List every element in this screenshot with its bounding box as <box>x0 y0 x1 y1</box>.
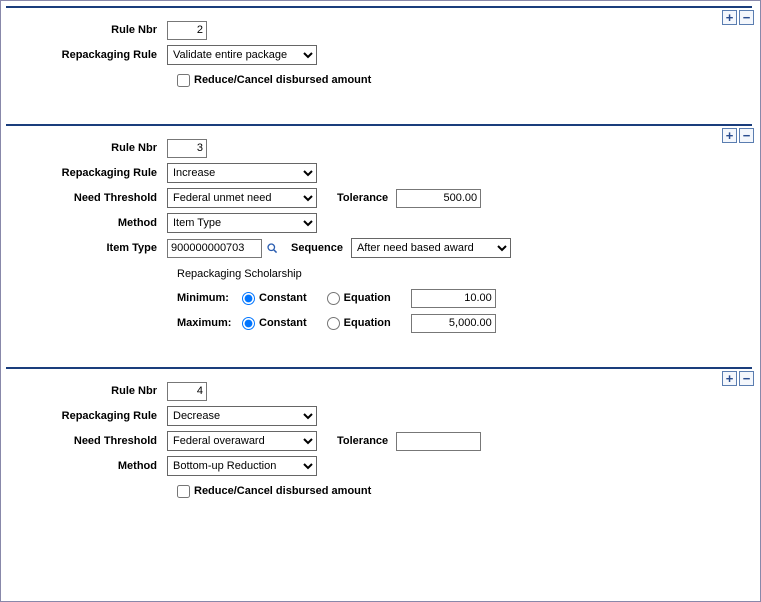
min-equation-radio-wrap[interactable]: Equation <box>327 292 391 305</box>
add-remove-group: + − <box>722 128 754 143</box>
tolerance-input[interactable] <box>396 432 481 451</box>
equation-label: Equation <box>344 292 391 304</box>
rule-block-4: + − Rule Nbr Repackaging Rule Decrease N… <box>6 367 752 525</box>
maximum-row: Maximum: Constant Equation <box>12 312 746 334</box>
maximum-label: Maximum: <box>177 317 242 329</box>
reduce-cancel-checkbox[interactable] <box>177 485 190 498</box>
max-constant-radio-wrap[interactable]: Constant <box>242 317 307 330</box>
minimum-value-input[interactable] <box>411 289 496 308</box>
lookup-icon[interactable] <box>265 241 279 255</box>
rule-block-3: + − Rule Nbr Repackaging Rule Increase N… <box>6 124 752 357</box>
sequence-label: Sequence <box>279 242 351 254</box>
method-select[interactable]: Item Type <box>167 213 317 233</box>
add-remove-group: + − <box>722 371 754 386</box>
reduce-cancel-checkbox[interactable] <box>177 74 190 87</box>
method-select[interactable]: Bottom-up Reduction <box>167 456 317 476</box>
repackaging-rule-select[interactable]: Increase <box>167 163 317 183</box>
need-threshold-select[interactable]: Federal unmet need <box>167 188 317 208</box>
add-row-button[interactable]: + <box>722 128 737 143</box>
max-equation-radio-wrap[interactable]: Equation <box>327 317 391 330</box>
max-constant-radio[interactable] <box>242 317 255 330</box>
add-remove-group: + − <box>722 10 754 25</box>
min-constant-radio[interactable] <box>242 292 255 305</box>
max-equation-radio[interactable] <box>327 317 340 330</box>
minimum-row: Minimum: Constant Equation <box>12 287 746 309</box>
rule-nbr-input[interactable] <box>167 382 207 401</box>
constant-label: Constant <box>259 292 307 304</box>
remove-row-button[interactable]: − <box>739 10 754 25</box>
rule-nbr-label: Rule Nbr <box>12 24 167 36</box>
minimum-label: Minimum: <box>177 292 242 304</box>
remove-row-button[interactable]: − <box>739 128 754 143</box>
repackaging-rule-label: Repackaging Rule <box>12 410 167 422</box>
tolerance-label: Tolerance <box>317 192 396 204</box>
sequence-select[interactable]: After need based award <box>351 238 511 258</box>
min-equation-radio[interactable] <box>327 292 340 305</box>
tolerance-label: Tolerance <box>317 435 396 447</box>
rule-block-2: + − Rule Nbr Repackaging Rule Validate e… <box>6 6 752 114</box>
tolerance-input[interactable] <box>396 189 481 208</box>
rule-nbr-label: Rule Nbr <box>12 142 167 154</box>
need-threshold-label: Need Threshold <box>12 192 167 204</box>
form-panel: + − Rule Nbr Repackaging Rule Validate e… <box>0 0 761 602</box>
reduce-cancel-label: Reduce/Cancel disbursed amount <box>194 485 371 497</box>
maximum-value-input[interactable] <box>411 314 496 333</box>
repackaging-rule-select[interactable]: Decrease <box>167 406 317 426</box>
rule-nbr-label: Rule Nbr <box>12 385 167 397</box>
item-type-label: Item Type <box>12 242 167 254</box>
add-row-button[interactable]: + <box>722 10 737 25</box>
need-threshold-select[interactable]: Federal overaward <box>167 431 317 451</box>
method-label: Method <box>12 460 167 472</box>
need-threshold-label: Need Threshold <box>12 435 167 447</box>
repackaging-rule-label: Repackaging Rule <box>12 167 167 179</box>
item-type-input[interactable] <box>167 239 262 258</box>
repackaging-rule-label: Repackaging Rule <box>12 49 167 61</box>
repackaging-scholarship-heading: Repackaging Scholarship <box>12 262 746 284</box>
min-constant-radio-wrap[interactable]: Constant <box>242 292 307 305</box>
rule-nbr-input[interactable] <box>167 21 207 40</box>
rule-nbr-input[interactable] <box>167 139 207 158</box>
method-label: Method <box>12 217 167 229</box>
remove-row-button[interactable]: − <box>739 371 754 386</box>
constant-label: Constant <box>259 317 307 329</box>
equation-label: Equation <box>344 317 391 329</box>
add-row-button[interactable]: + <box>722 371 737 386</box>
repackaging-rule-select[interactable]: Validate entire package <box>167 45 317 65</box>
reduce-cancel-label: Reduce/Cancel disbursed amount <box>194 74 371 86</box>
